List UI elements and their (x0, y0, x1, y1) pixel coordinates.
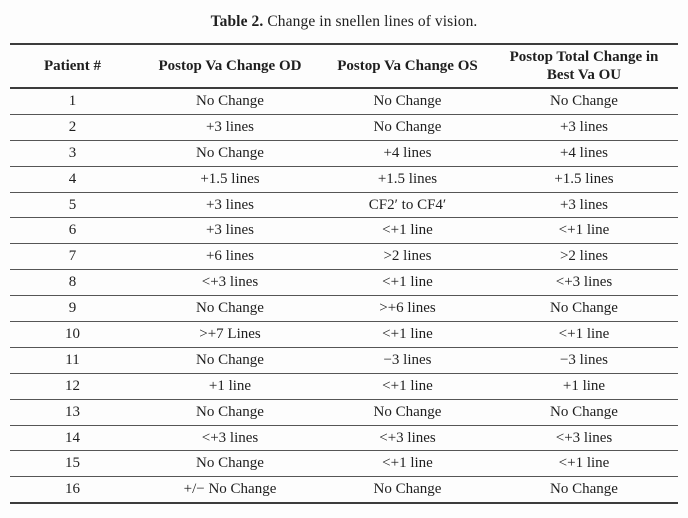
table-row: 7 +6 lines >2 lines >2 lines (10, 243, 678, 271)
patient-number-cell: 13 (10, 399, 135, 426)
value-cell: +3 lines (490, 114, 678, 141)
value-cell: +3 lines (135, 114, 325, 141)
table-row: 4 +1.5 lines +1.5 lines +1.5 lines (10, 166, 678, 193)
value-cell: <+1 line (490, 217, 678, 245)
value-cell: No Change (135, 88, 325, 115)
value-cell: +/− No Change (183, 481, 277, 498)
column-header: Postop Total Change in Best Va OU (490, 44, 678, 89)
table-row: 9 No Change >+6 lines No Change (10, 295, 678, 323)
patient-number-cell: 16 (65, 481, 80, 498)
value-cell: <+1 line (325, 373, 490, 400)
value-cell: No Change (135, 450, 325, 478)
value-cell: <+1 line (325, 450, 490, 478)
value-cell: >+7 Lines (135, 321, 325, 348)
value-cell: >+6 lines (325, 295, 490, 323)
table-caption-text: Change in snellen lines of vision. (267, 13, 478, 30)
patient-number-cell: 12 (10, 373, 135, 400)
patient-number-cell: 5 (10, 192, 135, 219)
value-cell: No Change (325, 399, 490, 426)
value-cell: No Change (490, 399, 678, 426)
value-cell: +3 lines (135, 217, 325, 245)
table-caption-label: Table 2. (210, 13, 264, 30)
patient-number-cell: 7 (10, 243, 135, 271)
column-header: Postop Va Change OD (135, 44, 325, 89)
value-cell: <+3 lines (490, 269, 678, 297)
table-row: 10 >+7 Lines <+1 line <+1 line (10, 321, 678, 348)
value-cell: +1.5 lines (490, 166, 678, 193)
table-row: 11 No Change −3 lines −3 lines (10, 347, 678, 374)
table-caption: Table 2. Change in snellen lines of visi… (0, 0, 688, 31)
patient-number-cell: 1 (10, 88, 135, 115)
patient-number-cell: 4 (10, 166, 135, 193)
table-row: 3 No Change +4 lines +4 lines (10, 140, 678, 167)
patient-number-cell: 14 (10, 425, 135, 452)
value-cell: +6 lines (135, 243, 325, 271)
value-cell: No Change (135, 295, 325, 323)
value-cell: +1.5 lines (325, 166, 490, 193)
table-body: 1 No Change No Change No Change 2 +3 lines No … (10, 88, 678, 503)
value-cell: +3 lines (490, 192, 678, 219)
patient-number-cell: 15 (10, 450, 135, 478)
value-cell: <+1 line (325, 269, 490, 297)
value-cell: +4 lines (325, 140, 490, 167)
patient-number-cell: 6 (10, 217, 135, 245)
patient-number-cell: 2 (10, 114, 135, 141)
table-row: 15 No Change <+1 line <+1 line (10, 450, 678, 478)
value-cell: +4 lines (490, 140, 678, 167)
patient-number-cell: 3 (10, 140, 135, 167)
table-row: 12 +1 line <+1 line +1 line (10, 373, 678, 400)
value-cell: No Change (135, 140, 325, 167)
table-row: 14 <+3 lines <+3 lines <+3 lines (10, 425, 678, 452)
table-header: Patient # Postop Va Change OD Postop Va Ch… (10, 44, 678, 89)
value-cell: <+1 line (325, 217, 490, 245)
value-cell: <+3 lines (490, 425, 678, 452)
value-cell: <+3 lines (325, 425, 490, 452)
value-cell: <+1 line (490, 321, 678, 348)
patient-number-cell: 10 (10, 321, 135, 348)
value-cell: No Change (325, 88, 490, 115)
value-cell: >2 lines (490, 243, 678, 271)
table-row: 5 +3 lines CF2′ to CF4′ +3 lines (10, 192, 678, 219)
patient-number-cell: 11 (10, 347, 135, 374)
value-cell: <+3 lines (135, 425, 325, 452)
value-cell: <+1 line (490, 450, 678, 478)
patient-number-cell: 9 (10, 295, 135, 323)
table-row: 13 No Change No Change No Change (10, 399, 678, 426)
table-row: 2 +3 lines No Change +3 lines (10, 114, 678, 141)
value-cell: −3 lines (490, 347, 678, 374)
patient-number-cell: 8 (10, 269, 135, 297)
column-header: Patient # (10, 44, 135, 89)
value-cell: No Change (490, 88, 678, 115)
header-row: Patient # Postop Va Change OD Postop Va Ch… (10, 44, 678, 89)
snellen-lines-table: Patient # Postop Va Change OD Postop Va Ch… (10, 43, 678, 505)
table-row: 16 +/− No Change No Change No Change (10, 477, 678, 503)
value-cell: >2 lines (325, 243, 490, 271)
table-row: 6 +3 lines <+1 line <+1 line (10, 217, 678, 245)
column-header: Postop Va Change OS (325, 44, 490, 89)
value-cell: <+3 lines (135, 269, 325, 297)
value-cell: No Change (135, 399, 325, 426)
value-cell: +3 lines (135, 192, 325, 219)
table-row: 1 No Change No Change No Change (10, 88, 678, 115)
value-cell: −3 lines (325, 347, 490, 374)
value-cell: No Change (550, 481, 618, 498)
table-row: 8 <+3 lines <+1 line <+3 lines (10, 269, 678, 297)
value-cell: +1 line (135, 373, 325, 400)
value-cell: No Change (325, 114, 490, 141)
value-cell: +1.5 lines (135, 166, 325, 193)
value-cell: <+1 line (325, 321, 490, 348)
value-cell: +1 line (490, 373, 678, 400)
value-cell: No Change (135, 347, 325, 374)
value-cell: No Change (490, 295, 678, 323)
value-cell: No Change (373, 481, 442, 498)
value-cell: CF2′ to CF4′ (325, 192, 490, 219)
